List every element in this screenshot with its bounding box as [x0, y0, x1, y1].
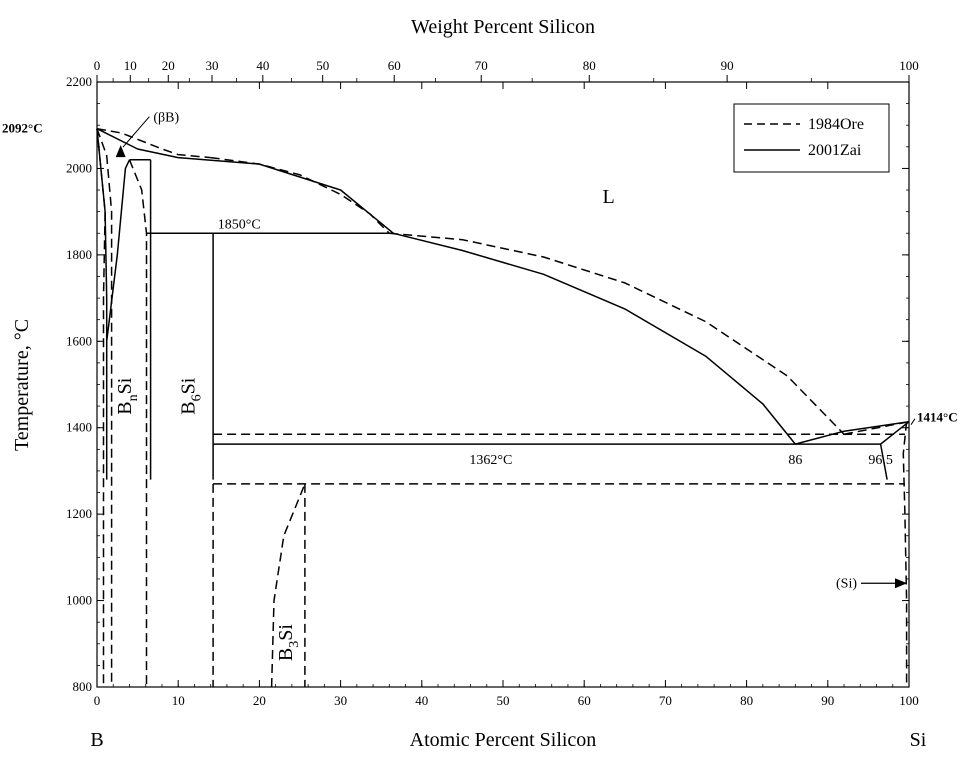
series-2001zai-line-4	[105, 159, 131, 342]
top-tick-label: 80	[583, 58, 596, 73]
left-element-label: B	[90, 729, 103, 751]
phase-label-subscript: n	[126, 394, 141, 401]
phase-label-subscript: 6	[189, 394, 204, 401]
annotation-label: 1414°C	[917, 410, 958, 425]
phase-label-bnsi: BnSi	[114, 377, 141, 414]
top-tick-label: 70	[475, 58, 488, 73]
y-tick-label: 800	[73, 679, 93, 694]
top-tick-label: 100	[899, 58, 919, 73]
si-arrowhead	[895, 578, 907, 589]
phase-label-b3si: B3Si	[275, 624, 302, 661]
x-tick-label: 80	[740, 693, 753, 708]
top-tick-label: 20	[162, 58, 175, 73]
y-tick-label: 1600	[66, 333, 92, 348]
top-tick-label: 30	[205, 58, 218, 73]
top-tick-label: 60	[388, 58, 401, 73]
phase-label-base: B	[275, 648, 297, 661]
legend-label-2001zai: 2001Zai	[808, 142, 862, 159]
annotation-label: 2092°C	[2, 121, 43, 136]
bottom-axis-title: Atomic Percent Silicon	[410, 729, 597, 751]
top-tick-label: 10	[124, 58, 137, 73]
annotation-label: (βB)	[153, 111, 179, 126]
phase-label-base: B	[177, 401, 199, 414]
y-tick-label: 1400	[66, 420, 92, 435]
series-2001zai-line-2	[795, 420, 910, 445]
series-2001zai-line-3	[96, 128, 108, 480]
phase-label-b6si: B6Si	[177, 377, 204, 414]
phase-label-subscript: 3	[287, 641, 302, 648]
plot-frame	[96, 81, 910, 688]
series-1984ore-line-3	[843, 420, 910, 435]
y-tick-label: 1200	[66, 506, 92, 521]
top-axis-title: Weight Percent Silicon	[411, 16, 595, 38]
series-layer	[96, 127, 910, 688]
y-tick-label: 2200	[66, 74, 92, 89]
x-tick-label: 30	[334, 693, 347, 708]
annotation-label: 1850°C	[218, 217, 261, 232]
top-tick-label: 50	[316, 58, 329, 73]
x-tick-label: 40	[415, 693, 428, 708]
annotation-label: 96.5	[868, 453, 893, 468]
series-2001zai-line-1	[393, 232, 796, 445]
annotation-label: (Si)	[836, 576, 857, 591]
series-2001zai-line-10	[879, 443, 888, 480]
y-tick-label: 2000	[66, 160, 92, 175]
x-tick-label: 20	[253, 693, 266, 708]
annotation-label: 86	[788, 453, 802, 468]
y-tick-label: 1800	[66, 247, 92, 262]
beta-b-arrowhead	[115, 145, 126, 158]
annotation-label: 1362°C	[469, 453, 512, 468]
x-tick-label: 0	[94, 693, 101, 708]
x-tick-label: 90	[821, 693, 834, 708]
series-1984ore-line-6	[128, 159, 148, 687]
phase-label-rest: Si	[275, 624, 297, 641]
beta-b-pointer	[122, 116, 150, 148]
series-2001zai-line-0	[96, 128, 394, 234]
series-2001zai-line-11	[880, 421, 910, 445]
series-1984ore-line-4	[96, 128, 113, 687]
y-tick-label: 1000	[66, 593, 92, 608]
x-tick-label: 60	[578, 693, 591, 708]
series-1984ore-line-10	[270, 483, 306, 688]
top-tick-label: 40	[256, 58, 269, 73]
si-melting-leader	[910, 418, 916, 425]
phase-label-rest: Si	[114, 377, 136, 394]
legend: 1984Ore 2001Zai	[733, 103, 890, 173]
legend-label-1984ore: 1984Ore	[808, 116, 864, 133]
phase-label-base: B	[114, 401, 136, 414]
x-tick-label: 50	[497, 693, 510, 708]
y-axis-title: Temperature, °C	[11, 319, 33, 451]
x-tick-label: 100	[899, 693, 919, 708]
annotation-label: L	[602, 186, 614, 208]
x-tick-label: 10	[172, 693, 185, 708]
legend-box	[733, 103, 890, 173]
axis-ticks: 0 10 20 30 40 50 60 70 80 90 1000 10 20 30 40 50 60 70 80 9…	[66, 58, 919, 708]
annotation-layer: 2092°C 1414°C (βB) L 1850°C 1362°C 86 96.5 (Si) B…	[2, 111, 958, 661]
series-1984ore-line-12	[902, 421, 908, 687]
series-1984ore-line-5	[96, 128, 106, 687]
series-1984ore-line-2	[389, 232, 845, 435]
top-tick-label: 0	[94, 58, 101, 73]
top-tick-label: 90	[721, 58, 734, 73]
phase-label-rest: Si	[177, 377, 199, 394]
right-element-label: Si	[910, 729, 927, 751]
series-1984ore-line-0	[96, 127, 211, 159]
x-tick-label: 70	[659, 693, 672, 708]
